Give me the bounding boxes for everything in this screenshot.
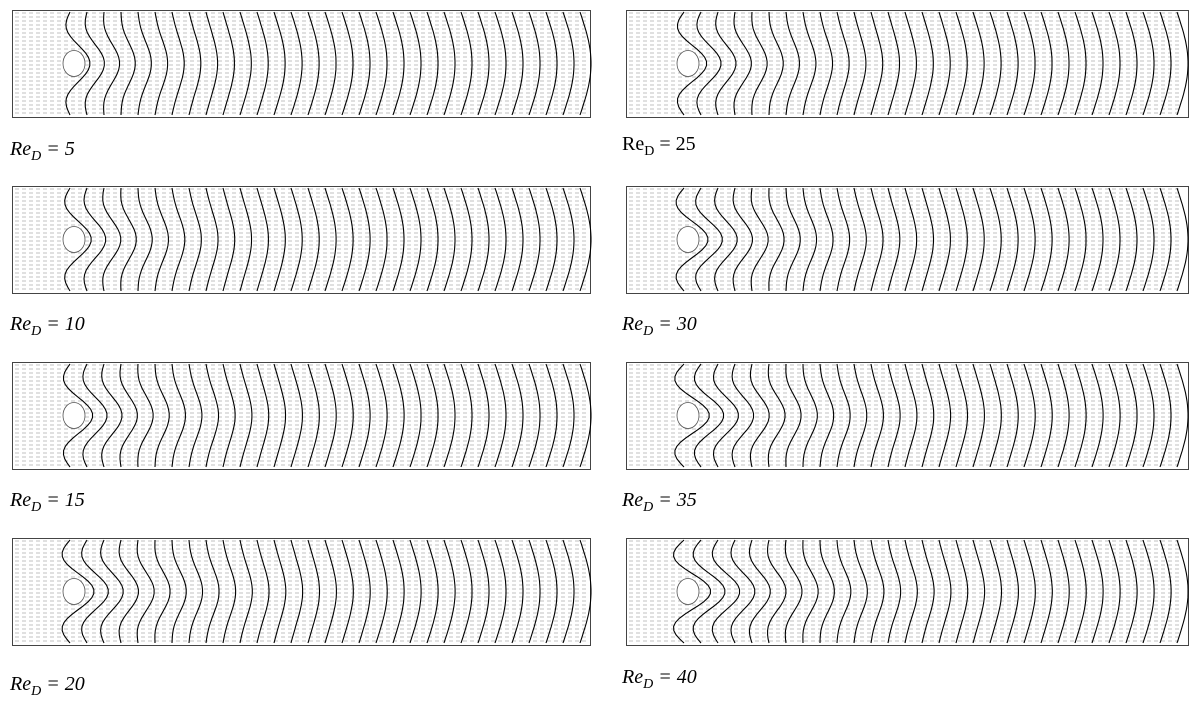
panel-frame <box>13 187 591 294</box>
panel-frame <box>13 539 591 646</box>
vector-field-panel <box>13 187 592 294</box>
panel-frame <box>13 363 591 470</box>
caption-value: = 20 <box>41 673 85 695</box>
vector-field-panel <box>13 363 592 470</box>
panel-caption: ReD = 10 <box>9 313 85 339</box>
caption-subscript: D <box>30 500 41 515</box>
cylinder <box>63 227 85 253</box>
cylinder <box>63 579 85 605</box>
panel-caption: ReD = 40 <box>621 666 697 692</box>
panel-caption: ReD = 20 <box>9 673 85 699</box>
caption-subscript: D <box>30 684 41 699</box>
page: ReD = 5ReD = 10ReD = 15ReD = 20ReD = 25R… <box>0 0 1200 702</box>
caption-value: = 5 <box>41 138 75 160</box>
panel-caption: ReD = 30 <box>621 313 697 339</box>
cylinder <box>677 579 699 605</box>
panel-frame <box>627 11 1189 118</box>
caption-subscript: D <box>642 500 653 515</box>
caption-subscript: D <box>30 324 41 339</box>
caption-symbol: Re <box>9 313 31 335</box>
caption-subscript: D <box>642 324 653 339</box>
cylinder <box>677 51 699 77</box>
caption-symbol: Re <box>9 489 31 511</box>
caption-symbol: Re <box>621 666 643 688</box>
vector-field-panel <box>627 363 1189 470</box>
panel-frame <box>627 363 1189 470</box>
caption-symbol: Re <box>622 133 644 155</box>
panel-caption: ReD = 35 <box>621 489 697 515</box>
cylinder <box>677 227 699 253</box>
caption-symbol: Re <box>621 489 643 511</box>
caption-symbol: Re <box>621 313 643 335</box>
figure: ReD = 5ReD = 10ReD = 15ReD = 20ReD = 25R… <box>0 0 1200 702</box>
caption-value: = 15 <box>41 489 85 511</box>
panel-caption: ReD = 15 <box>9 489 85 515</box>
vector-field-panel <box>13 539 592 646</box>
caption-value: = 40 <box>653 666 697 688</box>
vector-field-panel <box>627 187 1189 294</box>
caption-value: = 35 <box>653 489 697 511</box>
caption-value: = 30 <box>653 313 697 335</box>
panel-caption: ReD = 25 <box>622 133 696 159</box>
cylinder <box>677 403 699 429</box>
caption-value: = 10 <box>41 313 85 335</box>
cylinder <box>63 403 85 429</box>
caption-symbol: Re <box>9 673 31 695</box>
cylinder <box>63 51 85 77</box>
caption-subscript: D <box>642 677 653 692</box>
vector-field-panel <box>627 539 1189 646</box>
panel-frame <box>13 11 591 118</box>
caption-subscript: D <box>30 149 41 164</box>
caption-subscript: D <box>644 144 654 159</box>
panel-caption: ReD = 5 <box>9 138 75 164</box>
vector-field-panel <box>627 11 1189 118</box>
panel-frame <box>627 187 1189 294</box>
caption-symbol: Re <box>9 138 31 160</box>
caption-value: = 25 <box>654 133 695 155</box>
vector-field-panel <box>13 11 592 118</box>
